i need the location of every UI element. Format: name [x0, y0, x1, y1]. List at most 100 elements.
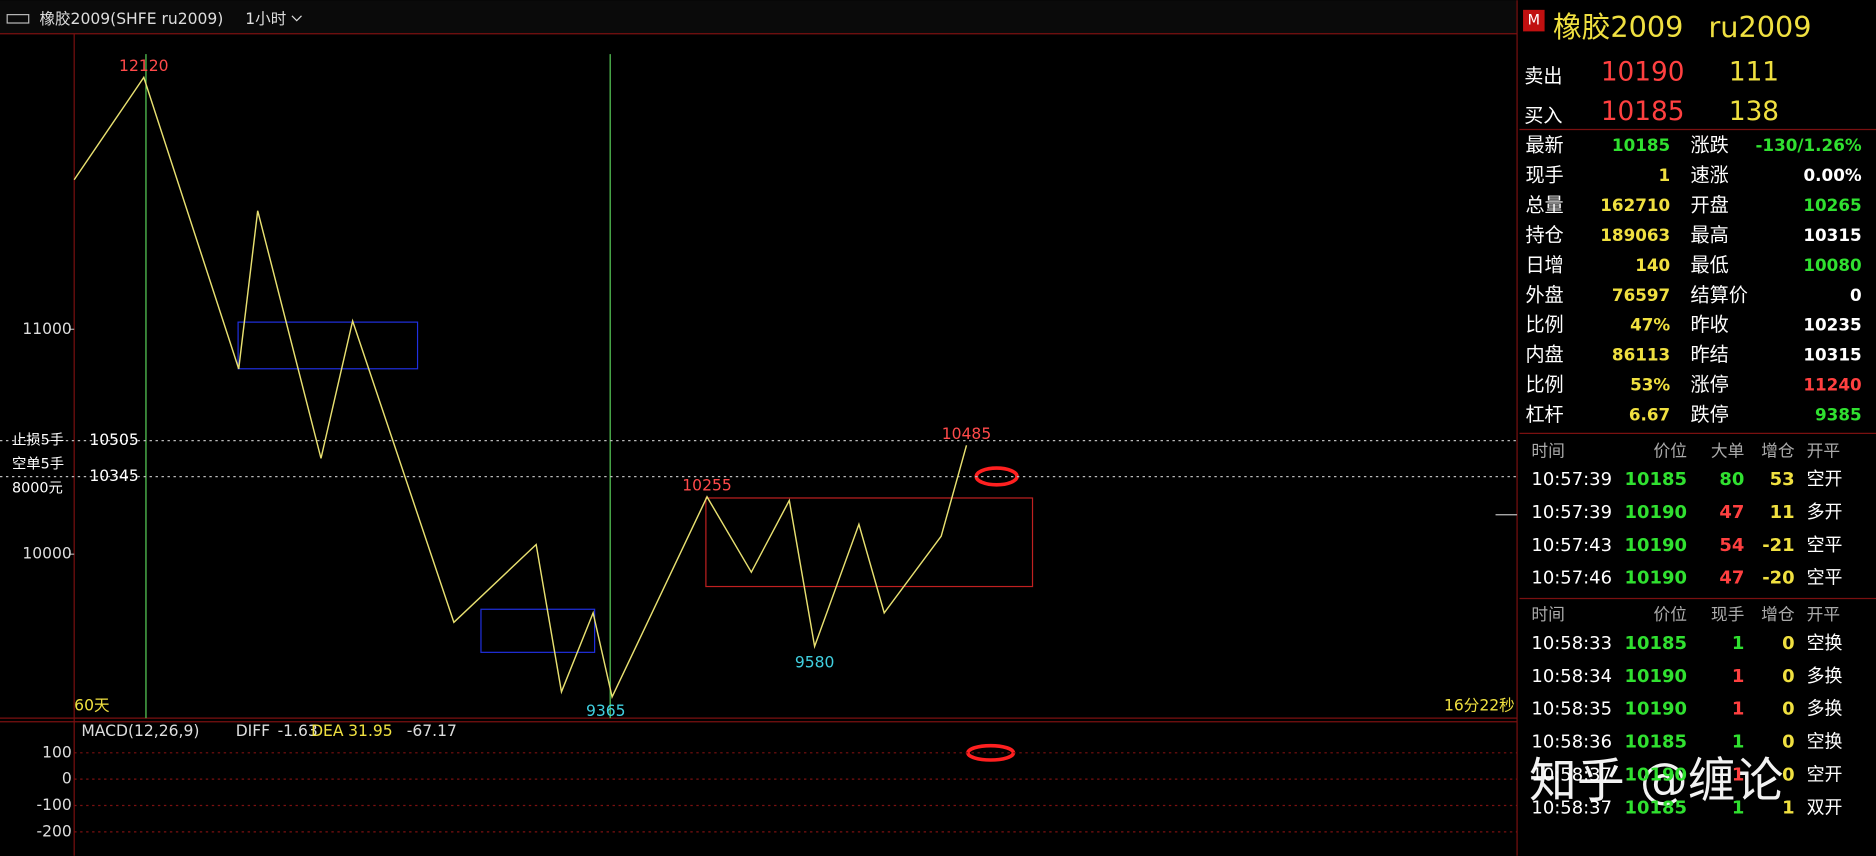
period-label: 60天 — [74, 697, 110, 715]
table-cell: 47 — [1719, 502, 1744, 523]
table-cell: 10185 — [1625, 797, 1687, 818]
stat-label: 杠杆 — [1525, 403, 1563, 426]
table-cell: 0 — [1782, 666, 1794, 687]
stat-label: 涨停 — [1691, 373, 1729, 396]
stat-value: 10235 — [1803, 315, 1861, 335]
table-cell: 10190 — [1625, 568, 1687, 589]
table-cell: 10190 — [1625, 666, 1687, 687]
table-cell: 10185 — [1625, 633, 1687, 654]
price-annotation: 12120 — [119, 57, 168, 75]
table-cell: 0 — [1782, 633, 1794, 654]
table-cell: 空开 — [1807, 469, 1843, 490]
table-cell: 空换 — [1807, 633, 1843, 654]
buy-price: 10185 — [1601, 97, 1685, 127]
quote-code: ru2009 — [1709, 10, 1812, 44]
column-header: 价位 — [1653, 440, 1687, 460]
table-cell: 1 — [1732, 765, 1744, 786]
stat-value: 9385 — [1815, 404, 1862, 424]
stat-label: 涨跌 — [1691, 134, 1729, 157]
stat-label: 日增 — [1525, 253, 1563, 276]
instrument-title: 橡胶2009(SHFE ru2009) — [39, 10, 223, 28]
column-header: 增仓 — [1761, 440, 1795, 460]
stat-value: 0 — [1850, 285, 1862, 305]
table-cell: 10:57:43 — [1531, 535, 1612, 556]
table-cell: 10190 — [1625, 765, 1687, 786]
stat-value: 47% — [1630, 315, 1670, 335]
table-cell: 10:58:35 — [1531, 699, 1612, 720]
table-cell: 10185 — [1625, 469, 1687, 490]
period-selector[interactable]: 1小时 — [245, 10, 286, 28]
y-tick-label: 100 — [42, 743, 72, 761]
table-cell: 1 — [1732, 699, 1744, 720]
table-cell: -20 — [1762, 568, 1794, 589]
dropdown-arrow[interactable] — [291, 15, 302, 22]
note: 止损5手 — [12, 432, 64, 449]
stat-label: 总量 — [1525, 194, 1563, 217]
table-cell: 10190 — [1625, 502, 1687, 523]
stat-value: 11240 — [1803, 375, 1861, 395]
table-cell: 1 — [1732, 633, 1744, 654]
range-box — [237, 321, 419, 370]
note: 8000元 — [12, 480, 63, 496]
stat-label: 最低 — [1691, 253, 1729, 276]
table-cell: 10:58:36 — [1531, 732, 1612, 753]
stat-label: 结算价 — [1691, 283, 1748, 306]
sell-volume: 111 — [1729, 58, 1779, 88]
stat-value: 53% — [1630, 375, 1670, 395]
stat-value: 140 — [1635, 255, 1670, 275]
diff-label: DIFF — [236, 722, 270, 740]
table-cell: 1 — [1732, 666, 1744, 687]
table-cell: 空平 — [1807, 568, 1843, 589]
column-header: 大单 — [1711, 440, 1745, 460]
stat-value: 76597 — [1612, 285, 1670, 305]
note: 空单5手 — [12, 455, 64, 472]
level-label: 10505 — [89, 431, 138, 449]
stat-label: 比例 — [1525, 313, 1563, 336]
table-cell: 空平 — [1807, 535, 1843, 556]
stat-label: 外盘 — [1525, 283, 1563, 306]
table-cell: 47 — [1719, 568, 1744, 589]
link-icon[interactable] — [6, 14, 30, 24]
price-annotation: 10255 — [682, 477, 731, 495]
table-cell: 10:57:46 — [1531, 568, 1612, 589]
table-cell: 1 — [1782, 797, 1794, 818]
table-cell: 1 — [1732, 797, 1744, 818]
table-cell: 10190 — [1625, 699, 1687, 720]
table-cell: 10:57:39 — [1531, 502, 1612, 523]
zigzag-line — [73, 75, 968, 700]
column-header: 现手 — [1711, 604, 1745, 624]
table-cell: 10:58:34 — [1531, 666, 1612, 687]
stat-value: 10080 — [1803, 255, 1861, 275]
table-cell: 10:58:33 — [1531, 633, 1612, 654]
stat-value: 189063 — [1600, 225, 1670, 245]
badge-text: M — [1528, 13, 1540, 29]
table-cell: 多换 — [1807, 699, 1843, 720]
table-cell: 10:58:37 — [1531, 765, 1612, 786]
table-cell: 多换 — [1807, 666, 1843, 687]
macd-title: MACD(12,26,9) — [81, 722, 199, 740]
table-cell: 0 — [1782, 699, 1794, 720]
table-cell: 54 — [1719, 535, 1744, 556]
stat-label: 速涨 — [1691, 164, 1729, 187]
price-annotation: 9365 — [586, 702, 626, 720]
y-tick-label: -100 — [36, 796, 71, 814]
column-header: 时间 — [1531, 604, 1565, 624]
range-box — [705, 497, 1034, 588]
stat-label: 最新 — [1525, 134, 1563, 157]
column-header: 时间 — [1531, 440, 1565, 460]
table-cell: 10190 — [1625, 535, 1687, 556]
stat-value: 10315 — [1803, 225, 1861, 245]
watermark: 知乎 @缠论 — [1529, 754, 1783, 809]
table-cell: 80 — [1719, 469, 1744, 490]
table-cell: 0 — [1782, 732, 1794, 753]
dea-label: DEA — [311, 722, 344, 740]
stat-label: 现手 — [1525, 164, 1563, 187]
table-cell: 多开 — [1807, 502, 1843, 523]
table-cell: 0 — [1782, 765, 1794, 786]
stat-value: 10185 — [1612, 135, 1670, 155]
table-cell: 11 — [1770, 502, 1795, 523]
stat-value: 10265 — [1803, 195, 1861, 215]
buy-label: 买入 — [1524, 104, 1562, 127]
stat-value: 0.00% — [1804, 165, 1862, 185]
